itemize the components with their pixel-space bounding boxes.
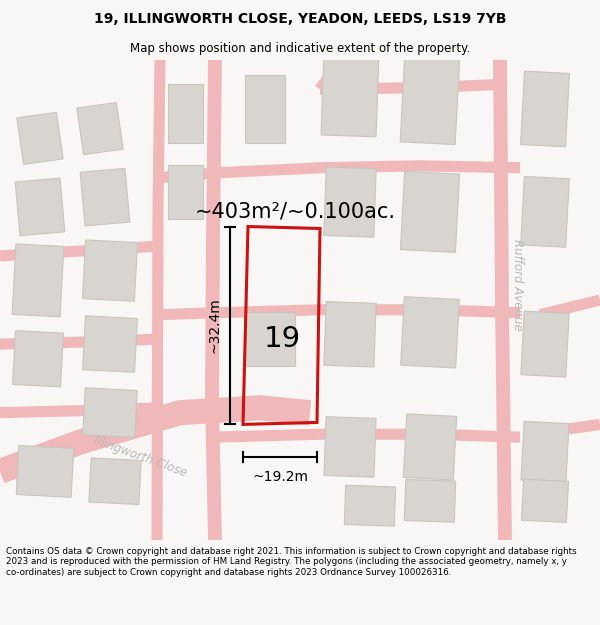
Polygon shape <box>521 71 569 147</box>
Polygon shape <box>167 165 203 219</box>
Polygon shape <box>403 414 457 480</box>
Polygon shape <box>13 331 64 387</box>
Text: ~403m²/~0.100ac.: ~403m²/~0.100ac. <box>195 202 396 222</box>
Polygon shape <box>17 112 63 164</box>
Polygon shape <box>324 417 376 477</box>
Text: 19: 19 <box>263 325 301 353</box>
Polygon shape <box>521 421 569 482</box>
Polygon shape <box>245 312 295 366</box>
Polygon shape <box>521 176 569 248</box>
Polygon shape <box>401 297 459 368</box>
Polygon shape <box>321 52 379 137</box>
Polygon shape <box>83 316 137 372</box>
Polygon shape <box>344 485 395 526</box>
Text: Map shows position and indicative extent of the property.: Map shows position and indicative extent… <box>130 42 470 55</box>
Polygon shape <box>89 458 141 504</box>
Polygon shape <box>521 311 569 377</box>
Polygon shape <box>521 479 569 522</box>
Text: Rufford Avenue: Rufford Avenue <box>511 239 524 331</box>
Polygon shape <box>167 84 203 143</box>
Text: 19, ILLINGWORTH CLOSE, YEADON, LEEDS, LS19 7YB: 19, ILLINGWORTH CLOSE, YEADON, LEEDS, LS… <box>94 12 506 26</box>
Polygon shape <box>324 302 376 367</box>
Polygon shape <box>15 178 65 236</box>
Polygon shape <box>245 75 285 143</box>
Polygon shape <box>400 171 460 252</box>
Text: ~19.2m: ~19.2m <box>252 471 308 484</box>
Text: ~32.4m: ~32.4m <box>208 298 222 353</box>
Polygon shape <box>12 244 64 317</box>
Polygon shape <box>16 446 74 498</box>
Polygon shape <box>324 167 376 237</box>
Polygon shape <box>82 240 137 301</box>
Polygon shape <box>400 54 460 144</box>
Polygon shape <box>83 388 137 438</box>
Polygon shape <box>80 168 130 226</box>
Text: Illingworth Close: Illingworth Close <box>92 434 188 479</box>
Polygon shape <box>404 479 456 522</box>
Polygon shape <box>77 102 123 154</box>
Text: Contains OS data © Crown copyright and database right 2021. This information is : Contains OS data © Crown copyright and d… <box>6 547 577 577</box>
